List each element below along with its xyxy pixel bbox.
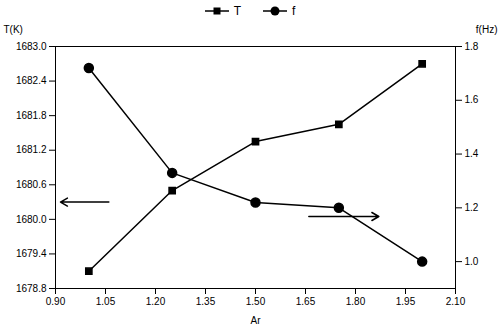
svg-text:1681.2: 1681.2 <box>16 144 47 155</box>
svg-text:1.0: 1.0 <box>465 256 479 267</box>
html-text:f: f <box>292 4 296 18</box>
svg-text:1.4: 1.4 <box>465 148 479 159</box>
svg-text:Ar: Ar <box>251 315 262 326</box>
svg-text:1.2: 1.2 <box>465 202 479 213</box>
svg-text:1683.0: 1683.0 <box>16 41 47 52</box>
svg-text:1681.8: 1681.8 <box>16 110 47 121</box>
svg-text:1.35: 1.35 <box>196 296 216 307</box>
svg-text:1.05: 1.05 <box>96 296 116 307</box>
svg-text:1.95: 1.95 <box>396 296 416 307</box>
svg-text:1680.0: 1680.0 <box>16 214 47 225</box>
svg-text:1.50: 1.50 <box>246 296 266 307</box>
svg-text:f(Hz): f(Hz) <box>476 24 498 35</box>
svg-text:1.65: 1.65 <box>296 296 316 307</box>
html-text:T: T <box>233 4 241 18</box>
svg-text:0.90: 0.90 <box>46 296 66 307</box>
svg-text:2.10: 2.10 <box>446 296 466 307</box>
svg-text:1679.4: 1679.4 <box>16 248 47 259</box>
svg-text:1.8: 1.8 <box>465 41 479 52</box>
svg-text:1.80: 1.80 <box>346 296 366 307</box>
svg-text:T(K): T(K) <box>4 24 23 35</box>
svg-text:1678.8: 1678.8 <box>16 283 47 294</box>
svg-text:1.20: 1.20 <box>146 296 166 307</box>
svg-text:1.6: 1.6 <box>465 94 479 105</box>
svg-text:1680.6: 1680.6 <box>16 179 47 190</box>
svg-text:1682.4: 1682.4 <box>16 75 47 86</box>
